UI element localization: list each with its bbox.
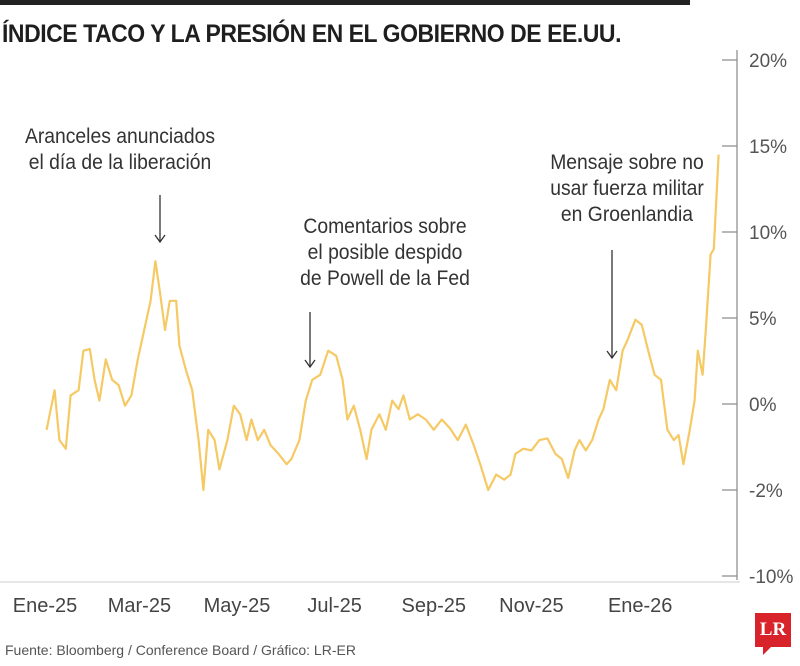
arrow-head-icon (154, 234, 166, 244)
annotation: Comentarios sobre el posible despido de Po… (265, 214, 504, 292)
x-tick-label: Jul-25 (307, 595, 361, 617)
y-tick-label: 0% (749, 395, 777, 416)
x-tick-label: May-25 (204, 595, 271, 617)
annotation-line: de Powell de la Fed (300, 267, 470, 290)
source-note: Fuente: Bloomberg / Conference Board / G… (5, 642, 356, 658)
x-tick-label: Ene-26 (608, 595, 673, 617)
x-tick-label: Nov-25 (499, 595, 563, 617)
y-tick-label: -2% (749, 481, 783, 502)
annotation-line: Mensaje sobre no (550, 151, 704, 174)
top-bar (0, 0, 690, 5)
annotation: Mensaje sobre no usar fuerza militar en Gr… (507, 150, 746, 228)
y-tick-label: 15% (749, 137, 787, 158)
chart-title: ÍNDICE TACO Y LA PRESIÓN EN EL GOBIERNO … (2, 20, 622, 48)
x-tick-label: Mar-25 (108, 595, 171, 617)
annotation-line: usar fuerza militar (550, 177, 704, 200)
y-tick-label: 20% (749, 51, 787, 72)
annotation-line: Comentarios sobre (303, 215, 467, 238)
annotation: Aranceles anunciados el día de la liberac… (0, 124, 239, 176)
x-tick-label: Ene-25 (13, 595, 78, 617)
arrow-head-icon (606, 350, 618, 360)
arrow-head-icon (304, 359, 316, 369)
y-tick-label: -10% (749, 567, 793, 588)
y-tick-label: 5% (749, 309, 777, 330)
annotation-line: Aranceles anunciados (24, 125, 216, 148)
annotation-line: en Groenlandia (560, 203, 694, 226)
annotation-line: el día de la liberación (28, 151, 212, 174)
annotation-line: el posible despido (307, 241, 463, 264)
x-tick-label: Sep-25 (402, 595, 467, 617)
lr-logo: LR (755, 613, 791, 655)
y-tick-label: 10% (749, 223, 787, 244)
series-line (45, 154, 720, 492)
